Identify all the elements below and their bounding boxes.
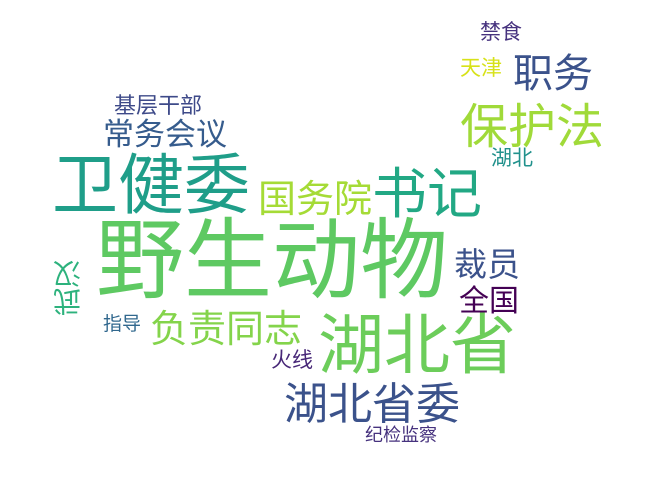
word-hubei: 湖北 [491,146,533,170]
word-zhiwu: 职务 [513,51,593,97]
word-jiceng-ganbu: 基层干部 [114,94,203,119]
word-tianjin: 天津 [460,56,502,80]
word-caiyuan: 裁员 [454,245,520,284]
word-quanguo: 全国 [459,284,519,319]
word-changwu-huiyi: 常务会议 [103,117,227,153]
word-huoxian: 火线 [271,348,313,372]
word-wuhan: 武汉 [52,260,85,316]
word-weijianwei: 卫健委 [52,147,250,224]
word-jinshi: 禁食 [480,20,522,44]
word-baohufa: 保护法 [460,99,605,155]
word-fuze-tongzhi: 负责同志 [150,307,303,351]
word-yesheng-dongwu: 野生动物 [96,209,449,312]
word-jijian-jiancha: 纪检监察 [365,425,437,446]
word-zhidao: 指导 [103,313,142,335]
word-hubei-shengwei: 湖北省委 [284,379,460,430]
word-shuji: 书记 [372,162,483,226]
word-guowuyuan: 国务院 [258,177,373,221]
word-hubeisheng: 湖北省 [318,307,516,384]
